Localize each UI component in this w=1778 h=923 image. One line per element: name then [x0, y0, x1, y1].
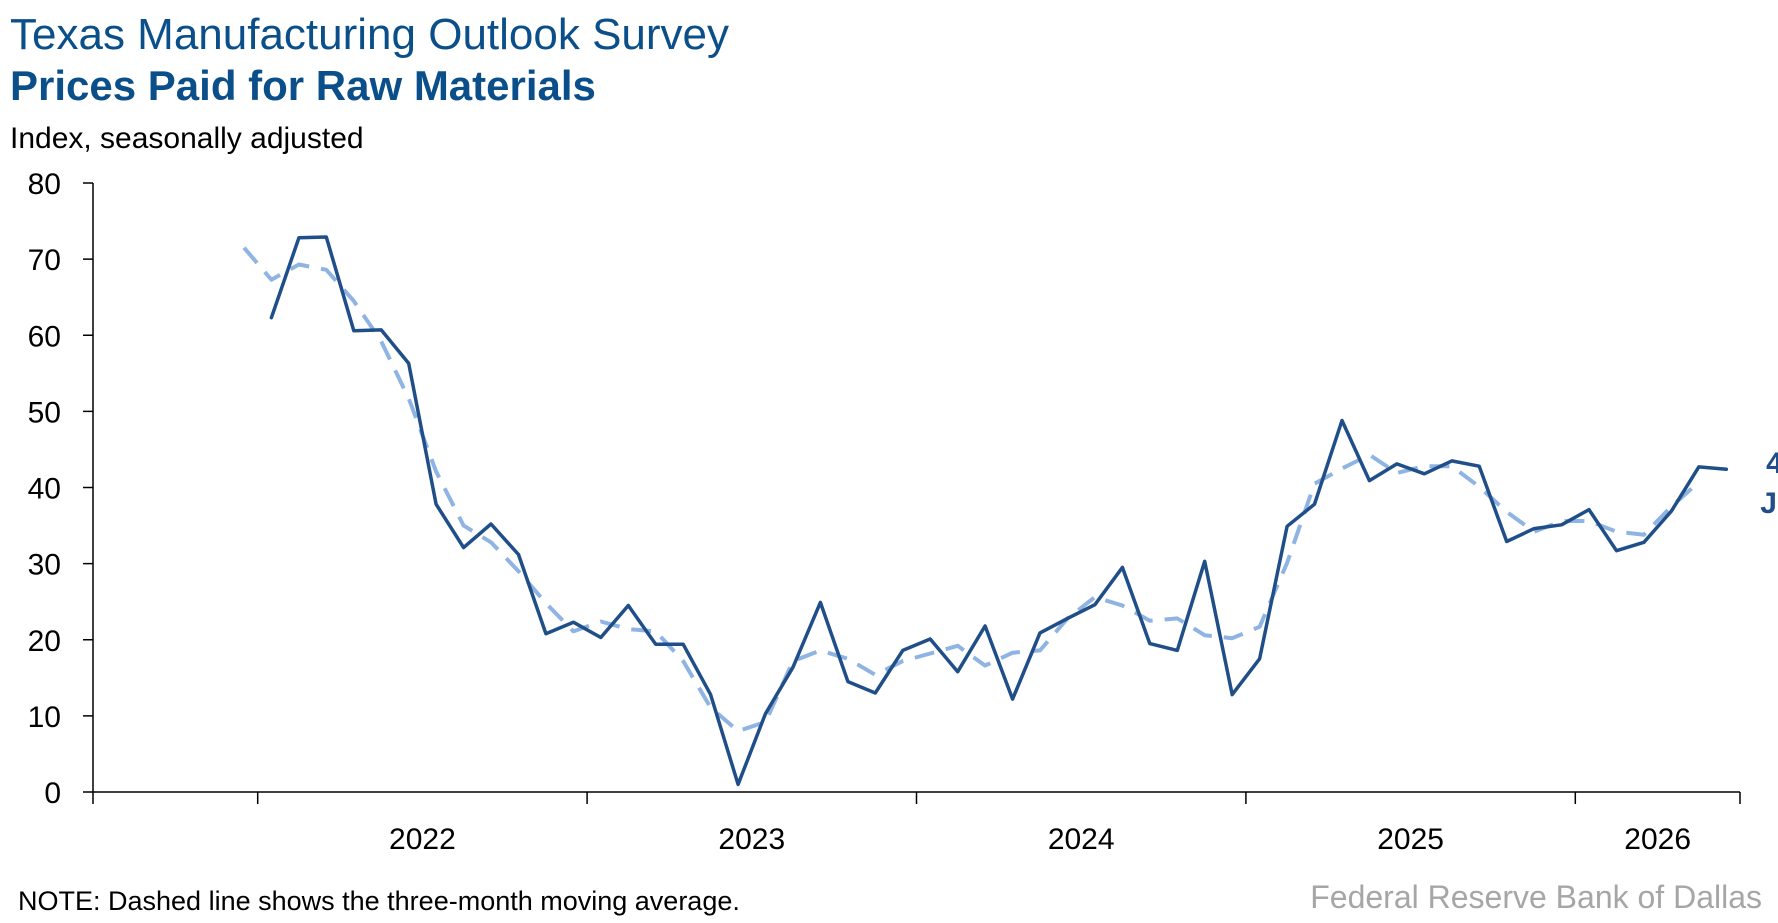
annotation-value: 42.4 — [1766, 447, 1778, 480]
y-axis-unit-label: Index, seasonally adjusted — [10, 122, 364, 155]
prices-paid-line — [269, 235, 1729, 787]
y-tick-label: 20 — [28, 625, 61, 658]
x-tick-label: 2024 — [1048, 823, 1115, 856]
chart-subtitle: Prices Paid for Raw Materials — [10, 62, 596, 109]
x-tick-label: 2023 — [718, 823, 785, 856]
x-tick-label: 2025 — [1377, 823, 1444, 856]
y-tick-label: 70 — [28, 244, 61, 277]
annotation-month: June — [1760, 487, 1778, 520]
y-tick-label: 40 — [28, 473, 61, 506]
source-credit: Federal Reserve Bank of Dallas — [1310, 879, 1762, 915]
y-tick-label: 10 — [28, 701, 61, 734]
chart-axes: 0 10 20 30 40 50 60 70 80 2022 2023 2024 2025 2026 — [28, 168, 1741, 856]
y-tick-label: 50 — [28, 396, 61, 429]
chart-title: Texas Manufacturing Outlook Survey — [10, 10, 730, 59]
x-tick-label: 2022 — [389, 823, 456, 856]
x-tick-label: 2026 — [1624, 823, 1691, 856]
y-tick-label: 60 — [28, 320, 61, 353]
y-tick-label: 30 — [28, 549, 61, 582]
chart-annotation: 42.4 June — [1760, 447, 1778, 520]
y-tick-label: 0 — [44, 777, 61, 810]
chart-note: NOTE: Dashed line shows the three-month … — [18, 886, 740, 916]
chart-series — [242, 235, 1729, 787]
y-tick-label: 80 — [28, 168, 61, 201]
moving-average-line — [242, 246, 1701, 734]
